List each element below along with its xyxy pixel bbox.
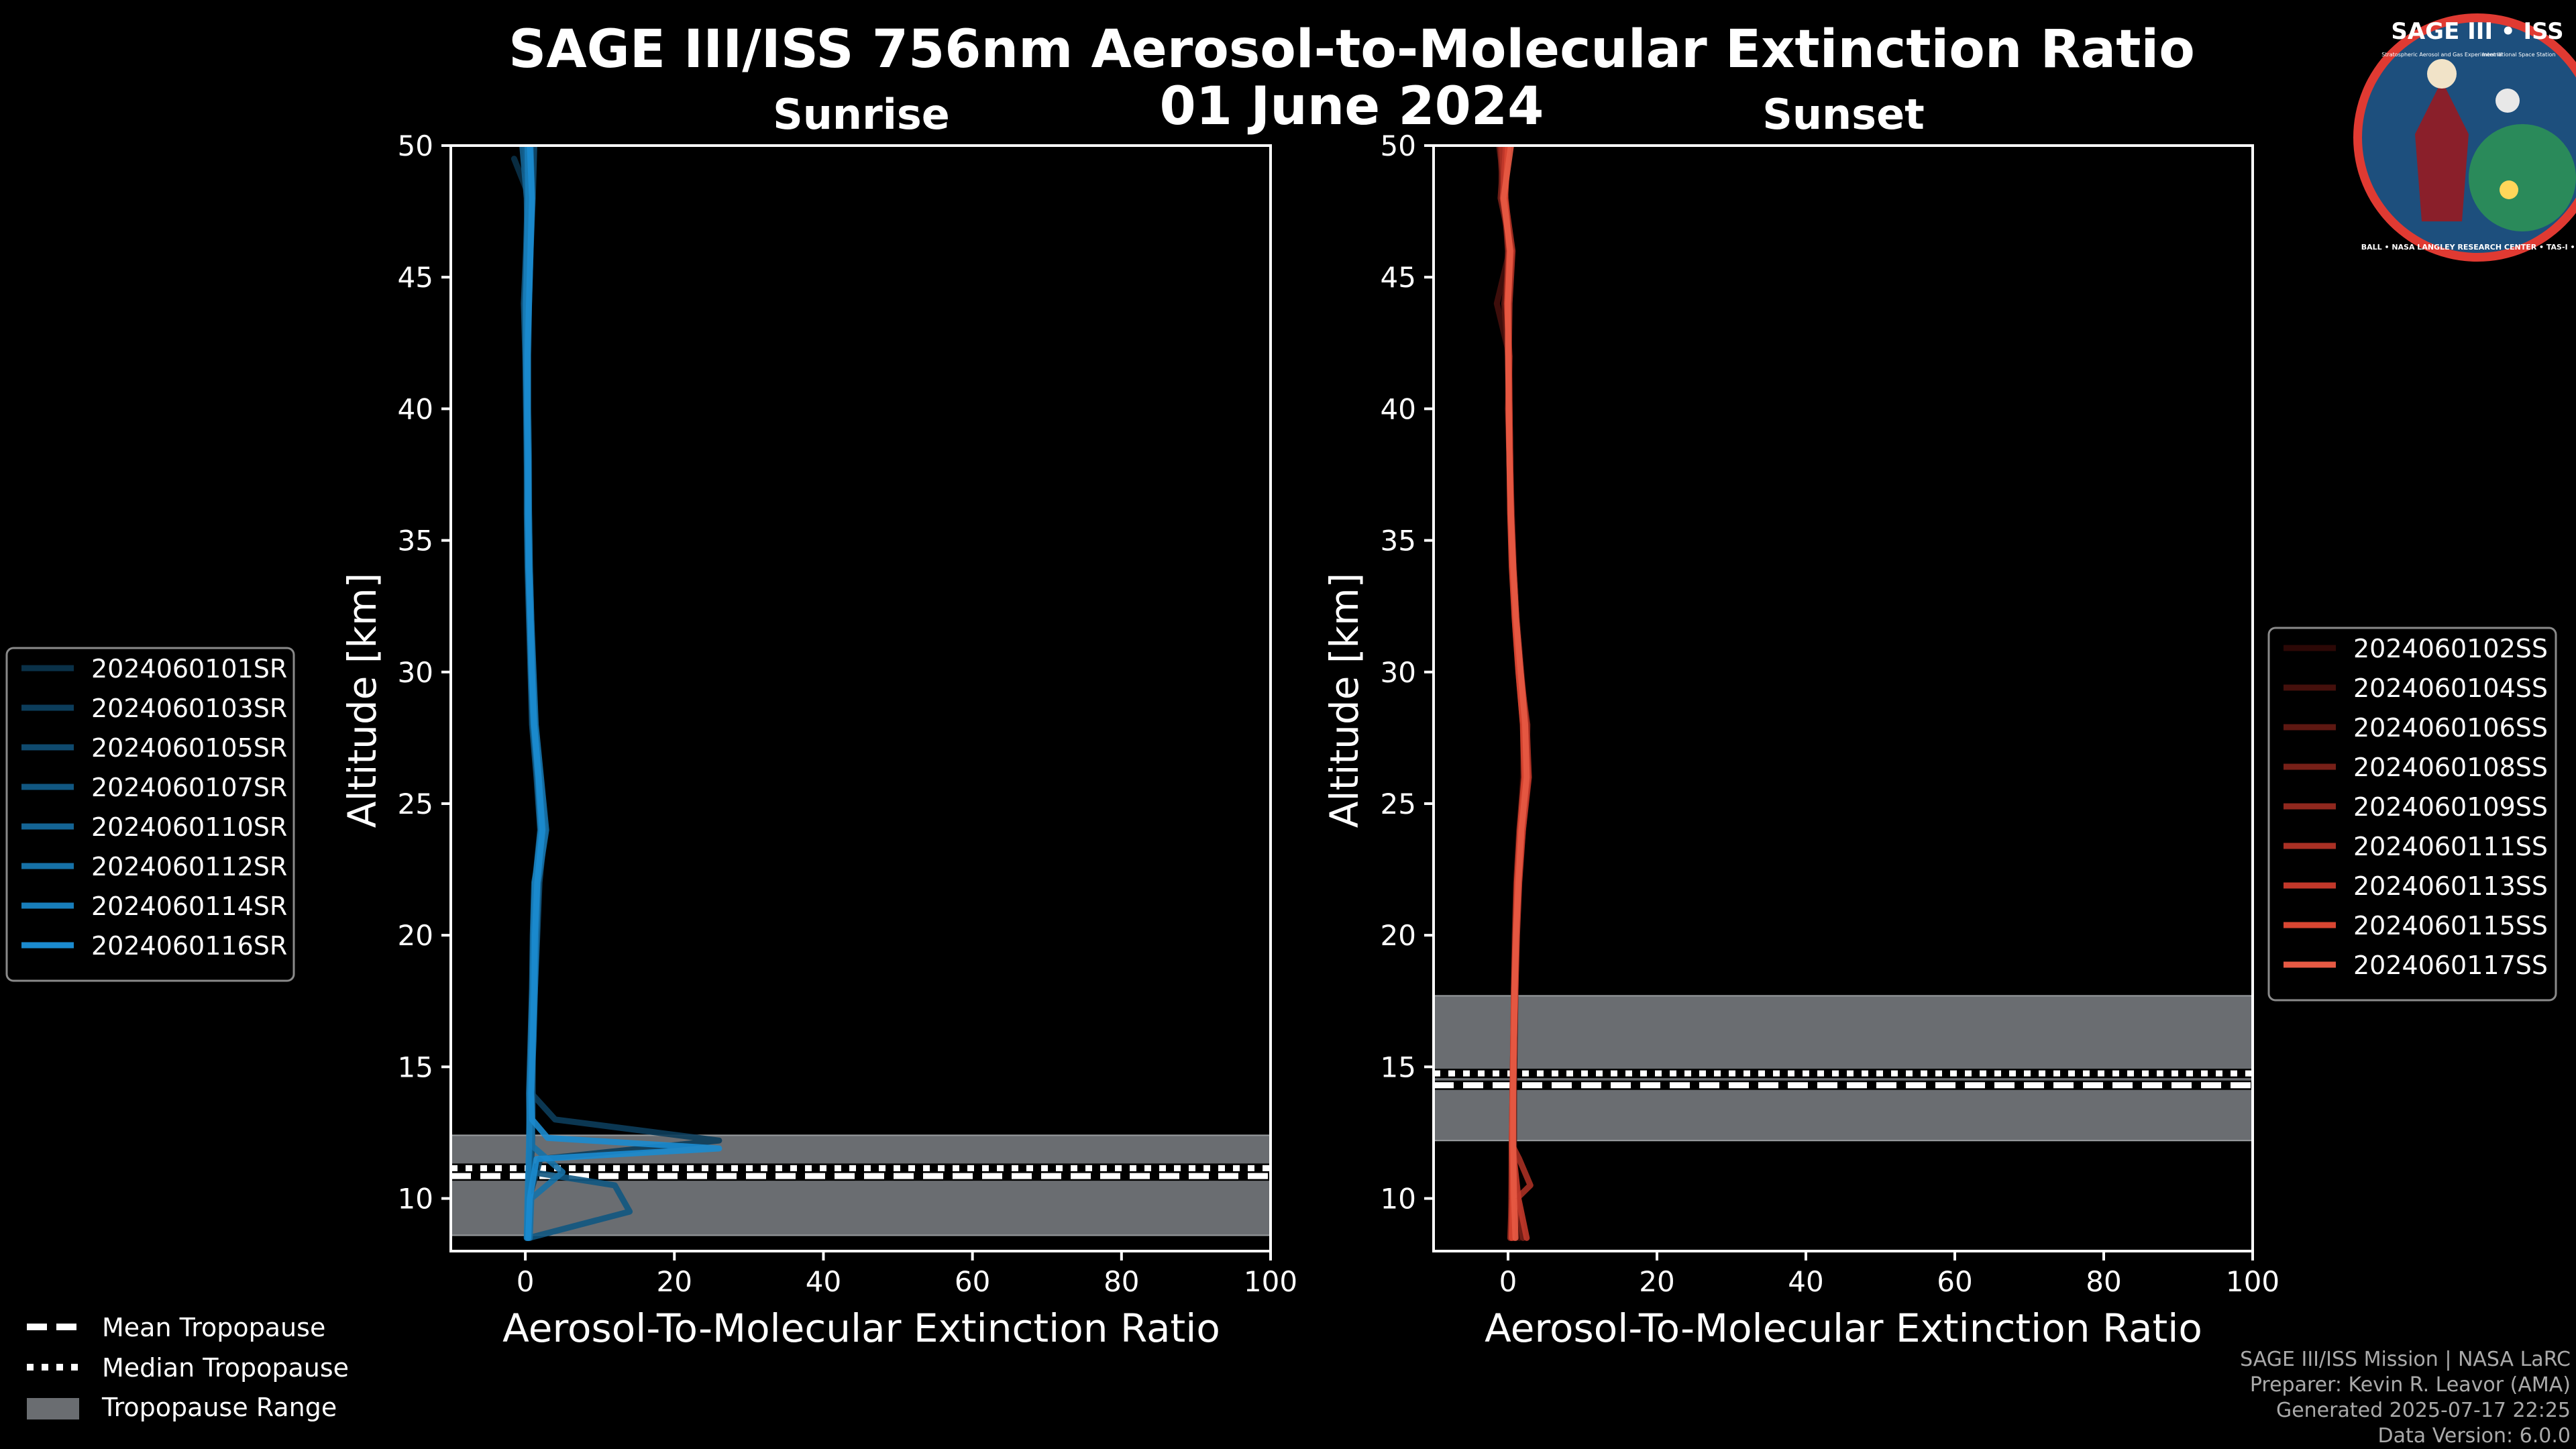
legend-label-2024060117SS: 2024060117SS [2353, 951, 2548, 980]
sunrise-ytick-label: 15 [398, 1051, 433, 1083]
sunrise-legend: 2024060101SR 2024060103SR 2024060105SR 2024… [5, 647, 295, 982]
credit-preparer: Preparer: Kevin R. Leavor (AMA) [2250, 1373, 2571, 1397]
legend-label-2024060110SR: 2024060110SR [91, 812, 287, 842]
sunrise-ytick-label: 40 [398, 392, 433, 425]
sunset-legend: 2024060102SS 2024060104SS 2024060106SS 2024… [2267, 627, 2557, 1002]
sunrise-plot: 0 20 40 60 80 100 10 15 20 25 30 35 40 45 50 [398, 129, 1298, 1298]
sunset-xtick-label: 0 [1499, 1265, 1517, 1298]
logo-figure [2415, 80, 2469, 221]
figure-date: 01 June 2024 [1160, 76, 1544, 137]
legend-label-2024060108SS: 2024060108SS [2353, 753, 2548, 782]
profile-2024060117SS [1500, 146, 1530, 1241]
credit-generated: Generated 2025-07-17 22:25 [2276, 1399, 2571, 1422]
legend-label-2024060113SS: 2024060113SS [2353, 871, 2548, 901]
sunset-xtick-label: 60 [1937, 1265, 1972, 1298]
sunrise-axes-frame [449, 144, 1272, 1252]
sunrise-xtick-label: 40 [806, 1265, 841, 1298]
sunset-xtick-label: 100 [2226, 1265, 2279, 1298]
legend-label-2024060103SR: 2024060103SR [91, 694, 287, 723]
logo-moon [2496, 89, 2520, 113]
sunrise-xtick-label: 80 [1104, 1265, 1139, 1298]
mission-logo: SAGE III • ISS Stratospheric Aerosol and… [2353, 13, 2576, 262]
sunset-xtick-label: 20 [1639, 1265, 1674, 1298]
sunrise-xtick-label: 100 [1244, 1265, 1297, 1298]
tropopause-legend: Mean Tropopause Median Tropopause Tropop… [27, 1313, 349, 1422]
legend-label-2024060109SS: 2024060109SS [2353, 792, 2548, 822]
sunset-ylabel: Altitude [km] [1322, 573, 1367, 828]
sunset-xtick-label: 80 [2086, 1265, 2121, 1298]
credits: SAGE III/ISS Mission | NASA LaRC Prepare… [2240, 1348, 2571, 1448]
sunrise-ytick-label: 50 [398, 129, 433, 162]
legend-label-2024060115SS: 2024060115SS [2353, 911, 2548, 941]
legend-label-2024060116SR: 2024060116SR [91, 931, 287, 961]
sunrise-ytick-label: 45 [398, 261, 433, 294]
sunset-ytick-label: 45 [1381, 261, 1416, 294]
sunrise-ytick-label: 20 [398, 919, 433, 952]
sunset-axes-frame [1432, 144, 2254, 1252]
sunrise-title: Sunrise [773, 90, 950, 139]
legend-label-2024060111SS: 2024060111SS [2353, 832, 2548, 861]
sunset-ytick-label: 15 [1381, 1051, 1416, 1083]
sunset-ytick-label: 20 [1381, 919, 1416, 952]
sunrise-xlabel: Aerosol-To-Molecular Extinction Ratio [502, 1305, 1220, 1351]
sunset-tropopause-range [1433, 995, 2253, 1142]
sunset-ytick-label: 40 [1381, 392, 1416, 425]
logo-head [2427, 59, 2457, 89]
legend-median-label: Median Tropopause [102, 1353, 349, 1383]
logo-sun [2500, 180, 2518, 199]
legend-label-2024060101SR: 2024060101SR [91, 654, 287, 684]
logo-earth [2469, 124, 2576, 231]
logo-ring-text: BALL • NASA LANGLEY RESEARCH CENTER • TA… [2361, 243, 2576, 252]
sunset-legend-frame [2267, 627, 2557, 1002]
sunset-ytick-label: 35 [1381, 525, 1416, 557]
sunrise-ylabel: Altitude [km] [339, 573, 385, 828]
legend-label-2024060106SS: 2024060106SS [2353, 713, 2548, 743]
profile-2024060116SR [524, 146, 722, 1241]
sunset-panel: Sunset 0 20 40 60 80 100 10 15 20 25 30 35 40 45 50 Ae… [1322, 90, 2279, 1351]
sunrise-ytick-label: 35 [398, 525, 433, 557]
figure-title: SAGE III/ISS 756nm Aerosol-to-Molecular … [508, 19, 2195, 80]
sunset-ytick-label: 10 [1381, 1183, 1416, 1216]
legend-label-2024060114SR: 2024060114SR [91, 892, 287, 921]
legend-label-2024060102SS: 2024060102SS [2353, 634, 2548, 663]
legend-range-patch [27, 1398, 79, 1419]
credit-mission: SAGE III/ISS Mission | NASA LaRC [2240, 1348, 2571, 1371]
sunrise-profiles [511, 146, 722, 1241]
sunrise-ytick-label: 30 [398, 656, 433, 689]
sunset-xtick-label: 40 [1788, 1265, 1823, 1298]
sunrise-xtick-label: 0 [517, 1265, 535, 1298]
sunrise-ytick-label: 25 [398, 788, 433, 820]
sunrise-legend-frame [5, 647, 295, 982]
sunrise-ytick-label: 10 [398, 1183, 433, 1216]
sunrise-xtick-label: 60 [955, 1265, 990, 1298]
sunrise-tropopause-range [450, 1134, 1271, 1236]
legend-range-label: Tropopause Range [101, 1393, 337, 1422]
sunset-ytick-label: 25 [1381, 788, 1416, 820]
sunset-ytick-label: 50 [1381, 129, 1416, 162]
sunrise-xtick-label: 20 [657, 1265, 692, 1298]
legend-label-2024060105SR: 2024060105SR [91, 733, 287, 763]
legend-label-2024060107SR: 2024060107SR [91, 773, 287, 802]
credit-version: Data Version: 6.0.0 [2378, 1424, 2571, 1448]
sunset-xlabel: Aerosol-To-Molecular Extinction Ratio [1485, 1305, 2202, 1351]
legend-mean-label: Mean Tropopause [102, 1313, 325, 1342]
sunset-title: Sunset [1762, 90, 1925, 139]
logo-title: SAGE III • ISS [2391, 18, 2563, 45]
legend-label-2024060104SS: 2024060104SS [2353, 674, 2548, 703]
legend-label-2024060112SR: 2024060112SR [91, 852, 287, 881]
sunset-profiles [1493, 146, 1534, 1241]
logo-subtitle-right: International Space Station [2483, 52, 2556, 58]
logo-subtitle-left: Stratospheric Aerosol and Gas Experiment… [2381, 52, 2502, 58]
sunrise-panel: Sunrise 0 20 40 60 80 100 10 15 20 25 30 35 40 45 50 A… [339, 90, 1297, 1351]
sunset-ytick-label: 30 [1381, 656, 1416, 689]
sunset-plot: 0 20 40 60 80 100 10 15 20 25 30 35 40 45 50 [1381, 129, 2280, 1298]
